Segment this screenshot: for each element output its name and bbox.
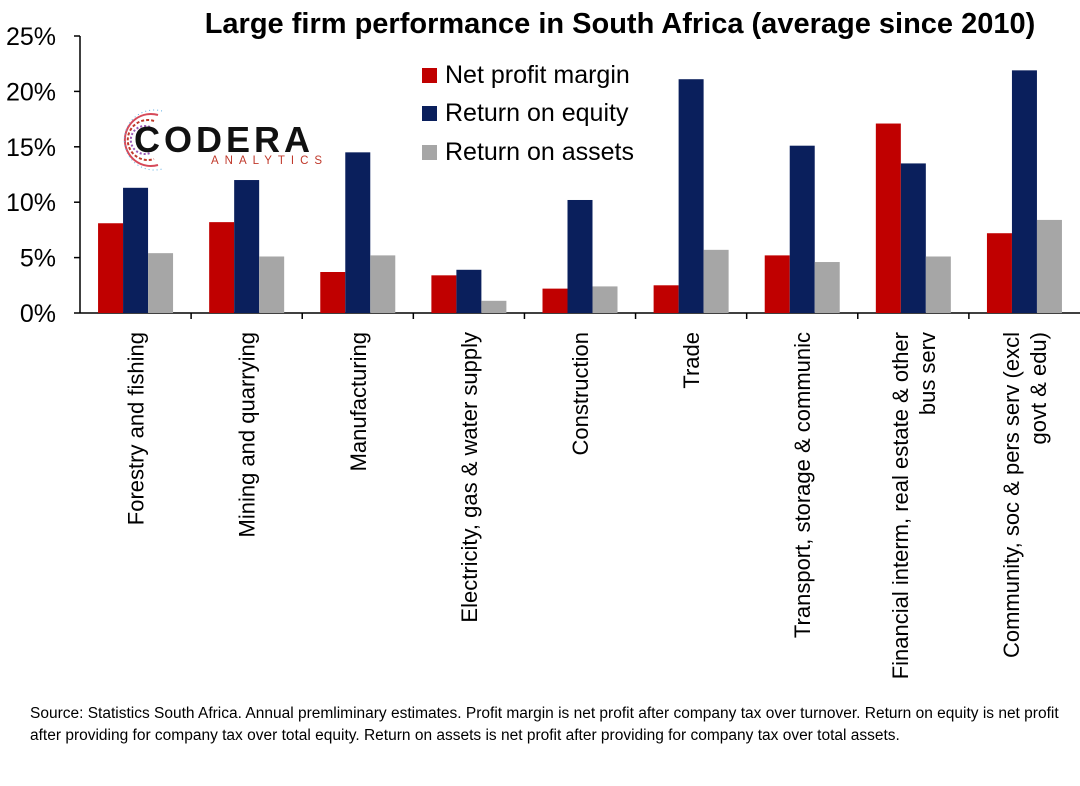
legend-swatch	[422, 67, 437, 83]
bar-return-on-equity	[678, 79, 704, 313]
logo-mark-icon	[123, 109, 163, 171]
bar-net-profit-margin	[764, 255, 790, 313]
x-category-label: Trade	[679, 332, 704, 389]
bar-net-profit-margin	[986, 233, 1012, 313]
bar-net-profit-margin	[320, 272, 346, 313]
bar-return-on-equity	[456, 269, 482, 313]
bar-net-profit-margin	[209, 222, 235, 313]
bar-return-on-assets	[259, 256, 285, 313]
logo-wordmark: CODERA	[134, 119, 315, 160]
source-note: Source: Statistics South Africa. Annual …	[30, 705, 1059, 744]
bar-chart: 0% 5% 10% 15% 20% 25% Forestry and fishing Mini…	[6, 23, 1080, 679]
legend-label: Return on assets	[445, 137, 634, 166]
bar-net-profit-margin	[431, 275, 457, 313]
x-category-label: Manufacturing	[346, 332, 371, 471]
legend-item-net-profit-margin: Net profit margin	[422, 58, 630, 92]
bar-return-on-equity	[567, 199, 593, 313]
legend-item-return-on-assets: Return on assets	[422, 135, 634, 169]
legend-label: Return on equity	[445, 98, 629, 127]
bar-return-on-equity	[1011, 70, 1037, 314]
legend-item-return-on-equity: Return on equity	[422, 96, 628, 130]
bar-return-on-equity	[345, 152, 371, 313]
bar-return-on-assets	[481, 300, 507, 313]
y-tick-label: 0%	[20, 300, 56, 328]
x-category-label: Construction	[568, 332, 593, 456]
x-category-label: Forestry and fishing	[124, 332, 149, 525]
bar-return-on-assets	[1036, 219, 1062, 313]
y-tick-label: 25%	[6, 23, 56, 51]
legend-swatch	[422, 105, 437, 121]
chart-title: Large firm performance in South Africa (…	[204, 8, 1036, 40]
x-category-label: Financial interm, real estate & otherbus…	[888, 332, 940, 679]
bar-return-on-equity	[900, 163, 926, 313]
codera-logo: CODERA ANALYTICS	[118, 105, 328, 175]
bar-net-profit-margin	[98, 223, 124, 313]
bar-return-on-assets	[592, 286, 618, 313]
x-category-label: Electricity, gas & water supply	[457, 332, 482, 623]
bar-net-profit-margin	[875, 123, 901, 313]
x-category-label: Community, soc & pers serv (exclgovt & e…	[999, 332, 1051, 658]
x-category-label: Transport, storage & communic	[790, 332, 815, 638]
legend-label: Net profit margin	[445, 60, 630, 89]
bar-return-on-assets	[148, 253, 174, 313]
y-tick-label: 5%	[20, 245, 56, 273]
y-tick-label: 20%	[6, 78, 56, 106]
bar-net-profit-margin	[542, 288, 568, 313]
bar-return-on-assets	[814, 262, 840, 313]
logo-subtitle: ANALYTICS	[211, 155, 329, 167]
legend-swatch	[422, 144, 437, 160]
bar-net-profit-margin	[653, 285, 679, 313]
bar-return-on-equity	[789, 145, 815, 313]
bar-return-on-assets	[370, 255, 396, 313]
bar-return-on-equity	[123, 187, 149, 313]
bar-return-on-assets	[925, 256, 951, 313]
bar-return-on-equity	[234, 180, 260, 313]
y-tick-label: 15%	[6, 134, 56, 162]
bar-return-on-assets	[703, 249, 729, 313]
y-tick-label: 10%	[6, 189, 56, 217]
x-category-label: Mining and quarrying	[235, 332, 260, 537]
